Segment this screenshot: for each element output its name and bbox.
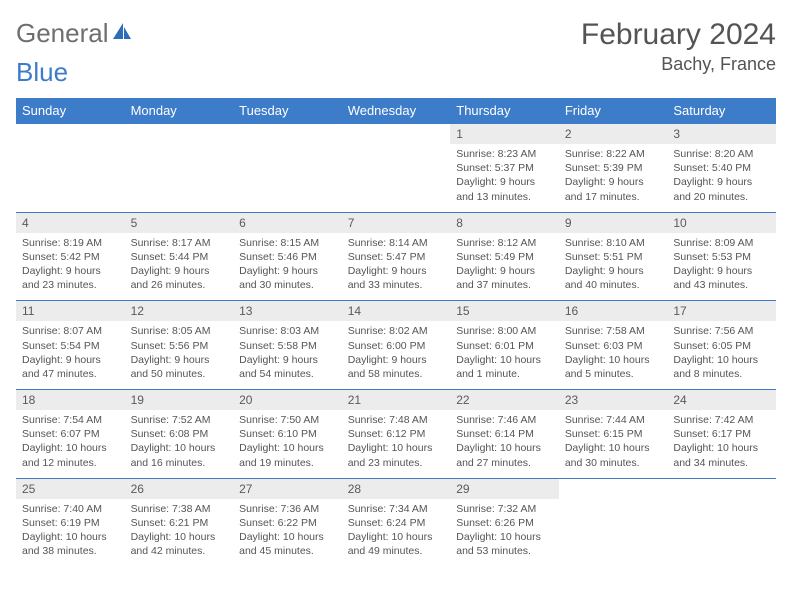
day-number-cell: 27 [233,478,342,499]
day-info-cell: Sunrise: 8:09 AMSunset: 5:53 PMDaylight:… [667,233,776,301]
day-header: Tuesday [233,98,342,124]
day-header: Wednesday [342,98,451,124]
day-info-cell: Sunrise: 7:44 AMSunset: 6:15 PMDaylight:… [559,410,668,478]
day-number-cell: 19 [125,390,234,411]
sail-icon [111,21,133,46]
info-row: Sunrise: 8:23 AMSunset: 5:37 PMDaylight:… [16,144,776,212]
daynum-row: 123 [16,124,776,145]
day-number-cell: 21 [342,390,451,411]
day-info-cell: Sunrise: 8:22 AMSunset: 5:39 PMDaylight:… [559,144,668,212]
day-info-cell: Sunrise: 8:02 AMSunset: 6:00 PMDaylight:… [342,321,451,389]
day-info-cell: Sunrise: 7:56 AMSunset: 6:05 PMDaylight:… [667,321,776,389]
day-info-cell: Sunrise: 7:58 AMSunset: 6:03 PMDaylight:… [559,321,668,389]
day-number-cell [233,124,342,145]
day-info-cell [16,144,125,212]
day-number-cell: 7 [342,212,451,233]
day-info-cell: Sunrise: 7:52 AMSunset: 6:08 PMDaylight:… [125,410,234,478]
daynum-row: 45678910 [16,212,776,233]
day-number-cell: 9 [559,212,668,233]
info-row: Sunrise: 8:07 AMSunset: 5:54 PMDaylight:… [16,321,776,389]
day-number-cell: 3 [667,124,776,145]
day-number-cell: 17 [667,301,776,322]
day-info-cell: Sunrise: 7:54 AMSunset: 6:07 PMDaylight:… [16,410,125,478]
day-number-cell: 11 [16,301,125,322]
day-header: Monday [125,98,234,124]
day-number-cell: 29 [450,478,559,499]
day-info-cell: Sunrise: 8:07 AMSunset: 5:54 PMDaylight:… [16,321,125,389]
day-info-cell: Sunrise: 8:03 AMSunset: 5:58 PMDaylight:… [233,321,342,389]
day-info-cell: Sunrise: 7:32 AMSunset: 6:26 PMDaylight:… [450,499,559,567]
day-number-cell: 4 [16,212,125,233]
location-label: Bachy, France [581,54,776,75]
day-info-cell: Sunrise: 8:12 AMSunset: 5:49 PMDaylight:… [450,233,559,301]
day-info-cell [559,499,668,567]
day-number-cell: 1 [450,124,559,145]
day-info-cell [125,144,234,212]
daynum-row: 2526272829 [16,478,776,499]
day-number-cell: 15 [450,301,559,322]
info-row: Sunrise: 7:54 AMSunset: 6:07 PMDaylight:… [16,410,776,478]
day-number-cell [667,478,776,499]
title-block: February 2024 Bachy, France [581,18,776,75]
day-number-cell [342,124,451,145]
day-info-cell: Sunrise: 7:50 AMSunset: 6:10 PMDaylight:… [233,410,342,478]
day-number-cell [125,124,234,145]
day-header: Thursday [450,98,559,124]
day-number-cell [559,478,668,499]
day-info-cell [342,144,451,212]
day-number-cell: 24 [667,390,776,411]
day-info-cell: Sunrise: 8:14 AMSunset: 5:47 PMDaylight:… [342,233,451,301]
day-number-cell: 14 [342,301,451,322]
info-row: Sunrise: 7:40 AMSunset: 6:19 PMDaylight:… [16,499,776,567]
daynum-row: 11121314151617 [16,301,776,322]
day-info-cell: Sunrise: 8:05 AMSunset: 5:56 PMDaylight:… [125,321,234,389]
day-info-cell: Sunrise: 7:40 AMSunset: 6:19 PMDaylight:… [16,499,125,567]
day-info-cell: Sunrise: 7:34 AMSunset: 6:24 PMDaylight:… [342,499,451,567]
day-number-cell: 6 [233,212,342,233]
day-info-cell: Sunrise: 8:00 AMSunset: 6:01 PMDaylight:… [450,321,559,389]
day-info-cell: Sunrise: 7:46 AMSunset: 6:14 PMDaylight:… [450,410,559,478]
day-header: Friday [559,98,668,124]
day-number-cell: 12 [125,301,234,322]
day-info-cell: Sunrise: 7:38 AMSunset: 6:21 PMDaylight:… [125,499,234,567]
logo: General [16,18,135,49]
day-info-cell: Sunrise: 7:36 AMSunset: 6:22 PMDaylight:… [233,499,342,567]
day-info-cell: Sunrise: 8:19 AMSunset: 5:42 PMDaylight:… [16,233,125,301]
day-number-cell: 16 [559,301,668,322]
info-row: Sunrise: 8:19 AMSunset: 5:42 PMDaylight:… [16,233,776,301]
daynum-row: 18192021222324 [16,390,776,411]
day-number-cell: 26 [125,478,234,499]
day-info-cell: Sunrise: 7:48 AMSunset: 6:12 PMDaylight:… [342,410,451,478]
day-number-cell: 13 [233,301,342,322]
day-info-cell: Sunrise: 8:15 AMSunset: 5:46 PMDaylight:… [233,233,342,301]
day-number-cell: 18 [16,390,125,411]
day-header: Saturday [667,98,776,124]
day-number-cell: 23 [559,390,668,411]
day-number-cell: 8 [450,212,559,233]
day-info-cell: Sunrise: 7:42 AMSunset: 6:17 PMDaylight:… [667,410,776,478]
day-header-row: SundayMondayTuesdayWednesdayThursdayFrid… [16,98,776,124]
day-number-cell: 28 [342,478,451,499]
calendar-table: SundayMondayTuesdayWednesdayThursdayFrid… [16,98,776,566]
day-number-cell: 5 [125,212,234,233]
day-number-cell [16,124,125,145]
month-title: February 2024 [581,18,776,52]
day-number-cell: 22 [450,390,559,411]
day-info-cell: Sunrise: 8:23 AMSunset: 5:37 PMDaylight:… [450,144,559,212]
day-info-cell: Sunrise: 8:20 AMSunset: 5:40 PMDaylight:… [667,144,776,212]
day-number-cell: 10 [667,212,776,233]
day-number-cell: 25 [16,478,125,499]
day-number-cell: 2 [559,124,668,145]
day-info-cell: Sunrise: 8:10 AMSunset: 5:51 PMDaylight:… [559,233,668,301]
day-number-cell: 20 [233,390,342,411]
logo-text-2: Blue [16,57,68,88]
day-info-cell [233,144,342,212]
logo-text-1: General [16,18,109,49]
day-info-cell: Sunrise: 8:17 AMSunset: 5:44 PMDaylight:… [125,233,234,301]
day-info-cell [667,499,776,567]
day-header: Sunday [16,98,125,124]
